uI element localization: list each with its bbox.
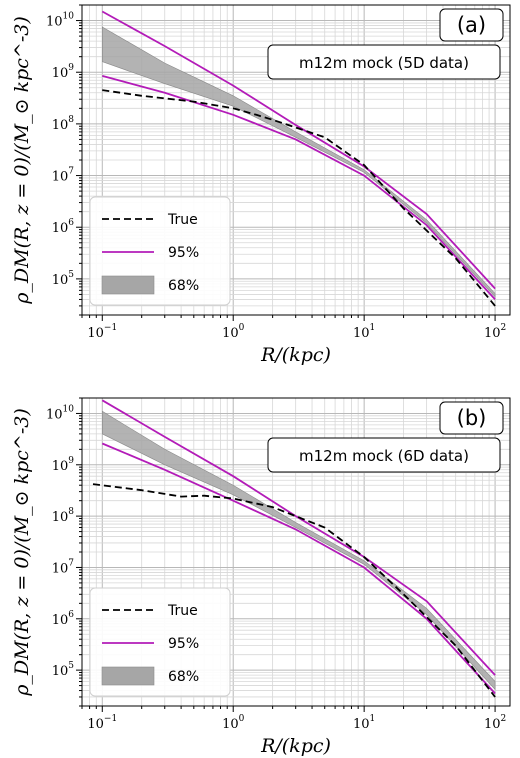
- annotation-box: [267, 437, 501, 473]
- x-tick-label: 10−1: [87, 323, 117, 341]
- legend-label: 95%: [168, 245, 199, 261]
- y-tick-label: 108: [52, 507, 75, 525]
- annotation: m12m mock (6D data): [299, 447, 469, 465]
- legend: True 95% 68%: [89, 196, 231, 306]
- legend-label: True: [167, 603, 198, 619]
- line-true: [92, 483, 496, 698]
- x-tick-label: 101: [353, 323, 375, 341]
- line-upper95: [101, 10, 496, 290]
- legend-label: 68%: [168, 278, 199, 294]
- x-tick-label: 102: [484, 714, 506, 732]
- panel-label-box: [439, 401, 504, 435]
- y-tick-label: 106: [52, 218, 75, 236]
- y-tick-label: 1010: [46, 404, 74, 422]
- x-tick-label: 102: [484, 323, 506, 341]
- panel-b: 10−1 100 101 102 105 106 107 108 109 1010 R/(kpc) ρ…: [11, 397, 511, 757]
- x-tick-label: 101: [353, 714, 375, 732]
- panel-label-box: [439, 8, 504, 42]
- line-upper95: [101, 399, 496, 676]
- line-lower95: [101, 442, 496, 695]
- y-tick-label: 107: [52, 167, 75, 185]
- x-tick-label: 100: [222, 714, 245, 732]
- legend-swatch-68: [101, 666, 155, 686]
- annotation-box: [267, 44, 501, 80]
- legend: True 95% 68%: [89, 587, 231, 697]
- legend-label: True: [167, 212, 198, 228]
- line-lower95: [102, 75, 496, 301]
- annotation: m12m mock (5D data): [299, 54, 469, 72]
- y-tick-label: 107: [52, 558, 75, 576]
- y-tick-label: 1010: [46, 12, 74, 30]
- panel-a: 10−1 100 101 102 105 106 107 108 109 1010 R/(kpc) ρ…: [11, 4, 511, 366]
- line-true: [102, 89, 496, 307]
- x-tick-label: 10−1: [87, 714, 117, 732]
- y-tick-label: 109: [52, 63, 75, 81]
- y-tick-label: 106: [52, 610, 75, 628]
- x-tick-label: 100: [222, 323, 245, 341]
- panel-label: (a): [457, 13, 486, 37]
- band-68: [102, 410, 496, 691]
- y-tick-label: 105: [52, 270, 75, 288]
- legend-label: 68%: [168, 669, 199, 685]
- x-axis-label: R/(kpc): [260, 344, 331, 366]
- y-axis-label: ρ_DM(R, z = 0)/(M_⊙ kpc^-3): [11, 16, 33, 305]
- legend-label: 95%: [168, 636, 199, 652]
- y-tick-label: 108: [52, 115, 75, 133]
- y-tick-label: 105: [52, 661, 75, 679]
- panel-label: (b): [457, 406, 487, 430]
- y-axis-label: ρ_DM(R, z = 0)/(M_⊙ kpc^-3): [11, 408, 33, 697]
- y-tick-label: 109: [52, 456, 75, 474]
- x-axis-label: R/(kpc): [260, 735, 331, 757]
- band-68: [102, 26, 496, 298]
- legend-swatch-68: [101, 275, 155, 295]
